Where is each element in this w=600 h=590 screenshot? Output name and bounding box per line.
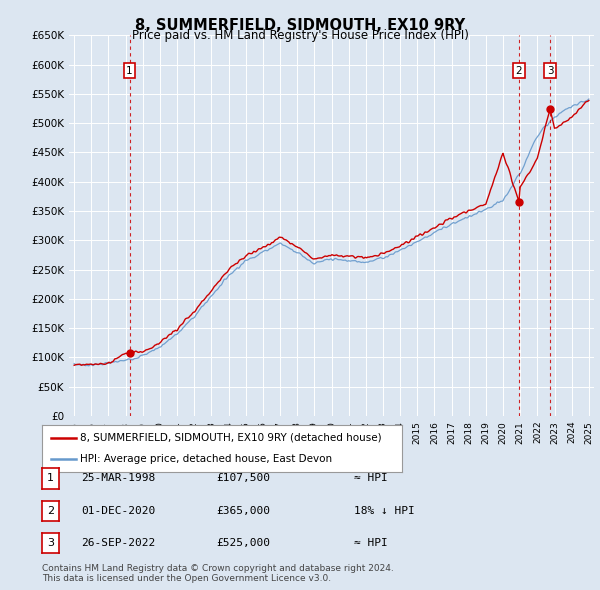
Text: ≈ HPI: ≈ HPI bbox=[354, 539, 388, 548]
Text: Price paid vs. HM Land Registry's House Price Index (HPI): Price paid vs. HM Land Registry's House … bbox=[131, 30, 469, 42]
Text: £525,000: £525,000 bbox=[216, 539, 270, 548]
Text: 3: 3 bbox=[547, 65, 553, 76]
Text: 3: 3 bbox=[47, 539, 54, 548]
Text: 18% ↓ HPI: 18% ↓ HPI bbox=[354, 506, 415, 516]
Text: £365,000: £365,000 bbox=[216, 506, 270, 516]
Text: HPI: Average price, detached house, East Devon: HPI: Average price, detached house, East… bbox=[80, 454, 332, 464]
Text: 2: 2 bbox=[47, 506, 54, 516]
Text: £107,500: £107,500 bbox=[216, 474, 270, 483]
Text: 8, SUMMERFIELD, SIDMOUTH, EX10 9RY (detached house): 8, SUMMERFIELD, SIDMOUTH, EX10 9RY (deta… bbox=[80, 432, 382, 442]
Text: 1: 1 bbox=[126, 65, 133, 76]
Text: 01-DEC-2020: 01-DEC-2020 bbox=[81, 506, 155, 516]
Text: Contains HM Land Registry data © Crown copyright and database right 2024.
This d: Contains HM Land Registry data © Crown c… bbox=[42, 563, 394, 583]
Text: 1: 1 bbox=[47, 474, 54, 483]
Text: 25-MAR-1998: 25-MAR-1998 bbox=[81, 474, 155, 483]
Text: 2: 2 bbox=[515, 65, 522, 76]
Text: 8, SUMMERFIELD, SIDMOUTH, EX10 9RY: 8, SUMMERFIELD, SIDMOUTH, EX10 9RY bbox=[135, 18, 465, 32]
Text: 26-SEP-2022: 26-SEP-2022 bbox=[81, 539, 155, 548]
Text: ≈ HPI: ≈ HPI bbox=[354, 474, 388, 483]
